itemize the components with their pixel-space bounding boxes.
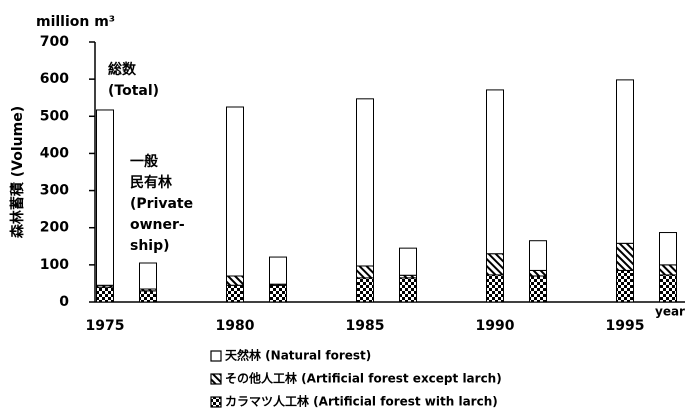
bar-segment	[226, 106, 244, 277]
y-tick-label: 600	[40, 71, 69, 87]
x-tick-label: 1975	[86, 318, 125, 334]
bar-segment	[659, 264, 677, 276]
bar-segment	[659, 274, 677, 303]
y-axis-label: 森林蓄積 (Volume)	[9, 106, 26, 238]
bar-segment	[399, 247, 417, 276]
bar-segment	[269, 256, 287, 285]
bar-segment	[356, 265, 374, 279]
y-tick-label: 500	[40, 108, 69, 124]
y-tick-label: 400	[40, 145, 69, 161]
bar-segment	[356, 98, 374, 267]
legend-label: カラマツ人工林 (Artificial forest with larch)	[225, 394, 498, 409]
legend-label: 天然林 (Natural forest)	[225, 348, 371, 363]
bar-segment	[529, 240, 547, 271]
x-axis-label: year	[655, 305, 685, 319]
bar-segment	[616, 242, 634, 271]
annotation: owner-	[130, 217, 185, 233]
annotation: 民有林	[130, 174, 172, 191]
bar-segment	[529, 275, 547, 303]
bar-segment	[139, 290, 157, 303]
bar-segment	[96, 286, 114, 303]
legend-swatch	[210, 396, 222, 408]
annotation: (Total)	[108, 83, 159, 99]
bar-segment	[486, 253, 504, 276]
y-tick-label: 200	[40, 220, 69, 236]
bar-segment	[529, 269, 547, 277]
x-tick-label: 1990	[476, 318, 515, 334]
y-tick-label: 0	[59, 294, 69, 310]
x-tick-label: 1985	[346, 318, 385, 334]
bar-segment	[486, 274, 504, 303]
legend-swatch	[210, 373, 222, 385]
x-tick-label: 1995	[606, 318, 645, 334]
legend-swatch	[210, 350, 222, 362]
bar-segment	[659, 232, 677, 266]
bar-segment	[486, 89, 504, 255]
bar-segment	[226, 275, 244, 286]
annotation: ship)	[130, 238, 170, 254]
y-tick-label: 100	[40, 257, 69, 273]
annotation: 一般	[130, 153, 158, 170]
bar-segment	[226, 284, 244, 303]
bar-segment	[96, 109, 114, 286]
bar-segment	[399, 277, 417, 303]
legend-label: その他人工林 (Artificial forest except larch)	[225, 371, 502, 386]
bar-segment	[269, 284, 287, 303]
bar-segment	[616, 79, 634, 244]
x-tick-label: 1980	[216, 318, 255, 334]
annotation: (Private	[130, 196, 193, 212]
y-tick-label: 300	[40, 183, 69, 199]
annotation: 総数	[108, 61, 137, 78]
bar-segment	[616, 269, 634, 303]
bar-segment	[356, 277, 374, 303]
y-tick-label: 700	[40, 34, 69, 50]
bar-segment	[139, 262, 157, 290]
units-label: million m³	[36, 14, 115, 30]
